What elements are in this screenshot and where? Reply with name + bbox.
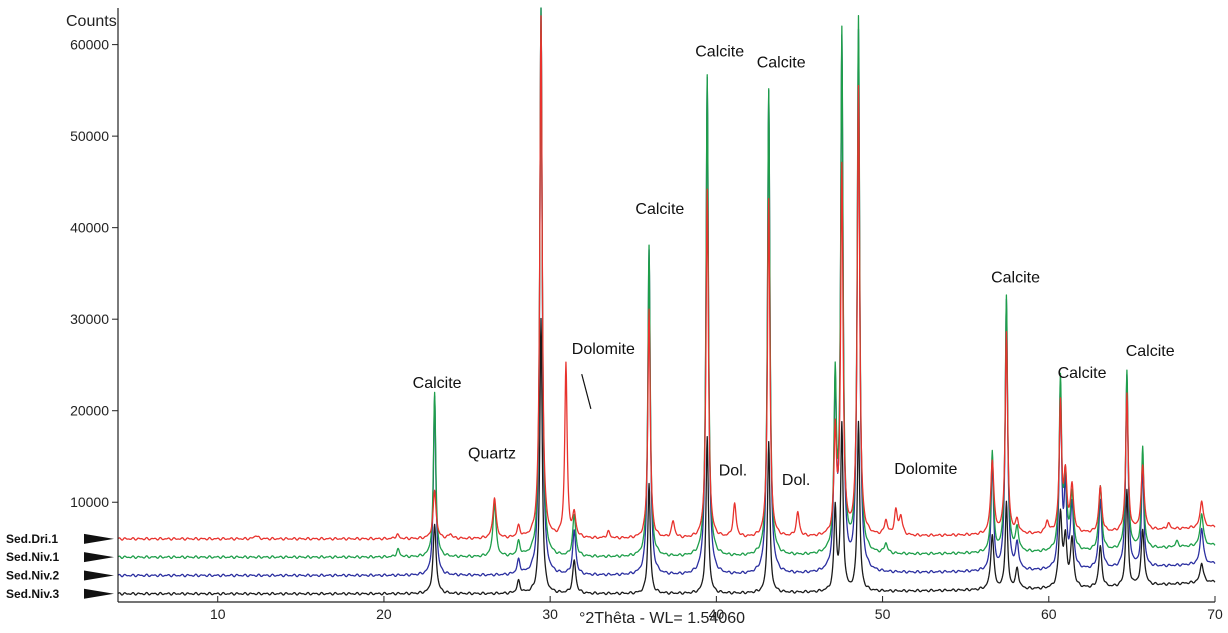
x-tick-label: 10 xyxy=(210,606,226,622)
peak-label: Calcite xyxy=(695,44,744,61)
series-label: Sed.Dri.1 xyxy=(6,532,58,546)
series-marker-arrow xyxy=(84,552,114,563)
y-axis-title: Counts xyxy=(66,13,117,30)
peak-label: Calcite xyxy=(1126,343,1175,360)
peak-label: Calcite xyxy=(757,54,806,71)
dolomite-leader-line xyxy=(581,373,592,410)
series-marker-arrow xyxy=(84,533,114,544)
peak-label: Dolomite xyxy=(894,461,957,478)
x-tick-label: 20 xyxy=(376,606,392,622)
series-labels: Sed.Dri.1 Sed.Niv.1 Sed.Niv.2 Sed.Niv.3 xyxy=(6,532,114,601)
series-label: Sed.Niv.1 xyxy=(6,550,59,564)
series-line-sed-niv-2 xyxy=(117,7,1216,578)
series-line-sed-niv-1 xyxy=(117,7,1216,560)
peak-label: Calcite xyxy=(635,201,684,218)
x-axis-title: °2Thêta - WL= 1.54060 xyxy=(579,610,745,627)
x-tick-label: 50 xyxy=(875,606,891,622)
series-marker-arrow xyxy=(84,570,114,581)
y-tick-label: 30000 xyxy=(70,311,109,327)
y-tick-label: 10000 xyxy=(70,494,109,510)
peak-label: Calcite xyxy=(991,270,1040,287)
peak-annotations: Calcite Quartz Calcite Dolomite Calcite Calci… xyxy=(413,44,1175,489)
peak-label: Dol. xyxy=(782,472,810,489)
x-tick-label: 30 xyxy=(542,606,558,622)
y-tick-label: 50000 xyxy=(70,128,109,144)
series-marker-arrow xyxy=(84,588,114,599)
x-tick-label: 60 xyxy=(1041,606,1057,622)
y-tick-label: 40000 xyxy=(70,220,109,236)
y-tick-label: 60000 xyxy=(70,37,109,53)
y-axis-ticks: 10000 20000 30000 40000 50000 60000 xyxy=(70,37,118,510)
series-line-sed-dri-1 xyxy=(117,15,1216,541)
diffraction-traces xyxy=(117,7,1216,596)
x-tick-label: 70 xyxy=(1207,606,1223,622)
x-tick-label: 40 xyxy=(709,606,725,622)
series-label: Sed.Niv.2 xyxy=(6,568,59,582)
peak-label: Calcite xyxy=(1058,365,1107,382)
chart-axes: 10 20 30 40 50 60 70 10000 20000 30000 40000 50000… xyxy=(70,8,1223,622)
peak-label: Quartz xyxy=(468,445,516,462)
peak-label: Dolomite xyxy=(572,341,635,358)
peak-label: Dol. xyxy=(719,463,747,480)
y-tick-label: 20000 xyxy=(70,403,109,419)
x-axis-ticks: 10 20 30 40 50 60 70 xyxy=(210,596,1223,622)
series-line-sed-niv-3 xyxy=(117,317,1216,596)
series-label: Sed.Niv.3 xyxy=(6,587,59,601)
peak-label: Calcite xyxy=(413,375,462,392)
